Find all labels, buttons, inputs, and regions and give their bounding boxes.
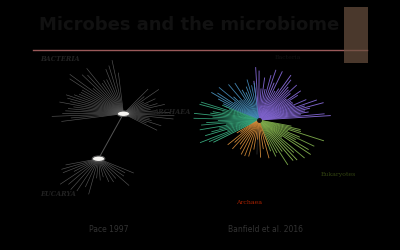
Text: Pace 1997: Pace 1997 xyxy=(90,226,129,234)
Text: BACTERIA: BACTERIA xyxy=(40,55,80,63)
Text: Microbes and the microbiome: Microbes and the microbiome xyxy=(39,16,340,34)
Bar xyxy=(344,7,368,63)
Text: Eukaryotes: Eukaryotes xyxy=(321,172,356,177)
Text: Banfield et al. 2016: Banfield et al. 2016 xyxy=(228,226,303,234)
Text: ARCHAEA: ARCHAEA xyxy=(154,108,191,116)
Text: Archaea: Archaea xyxy=(236,200,262,205)
Text: EUCARYA: EUCARYA xyxy=(40,190,76,198)
Ellipse shape xyxy=(117,111,130,116)
Text: Bacteria: Bacteria xyxy=(275,55,301,60)
Ellipse shape xyxy=(92,156,105,162)
